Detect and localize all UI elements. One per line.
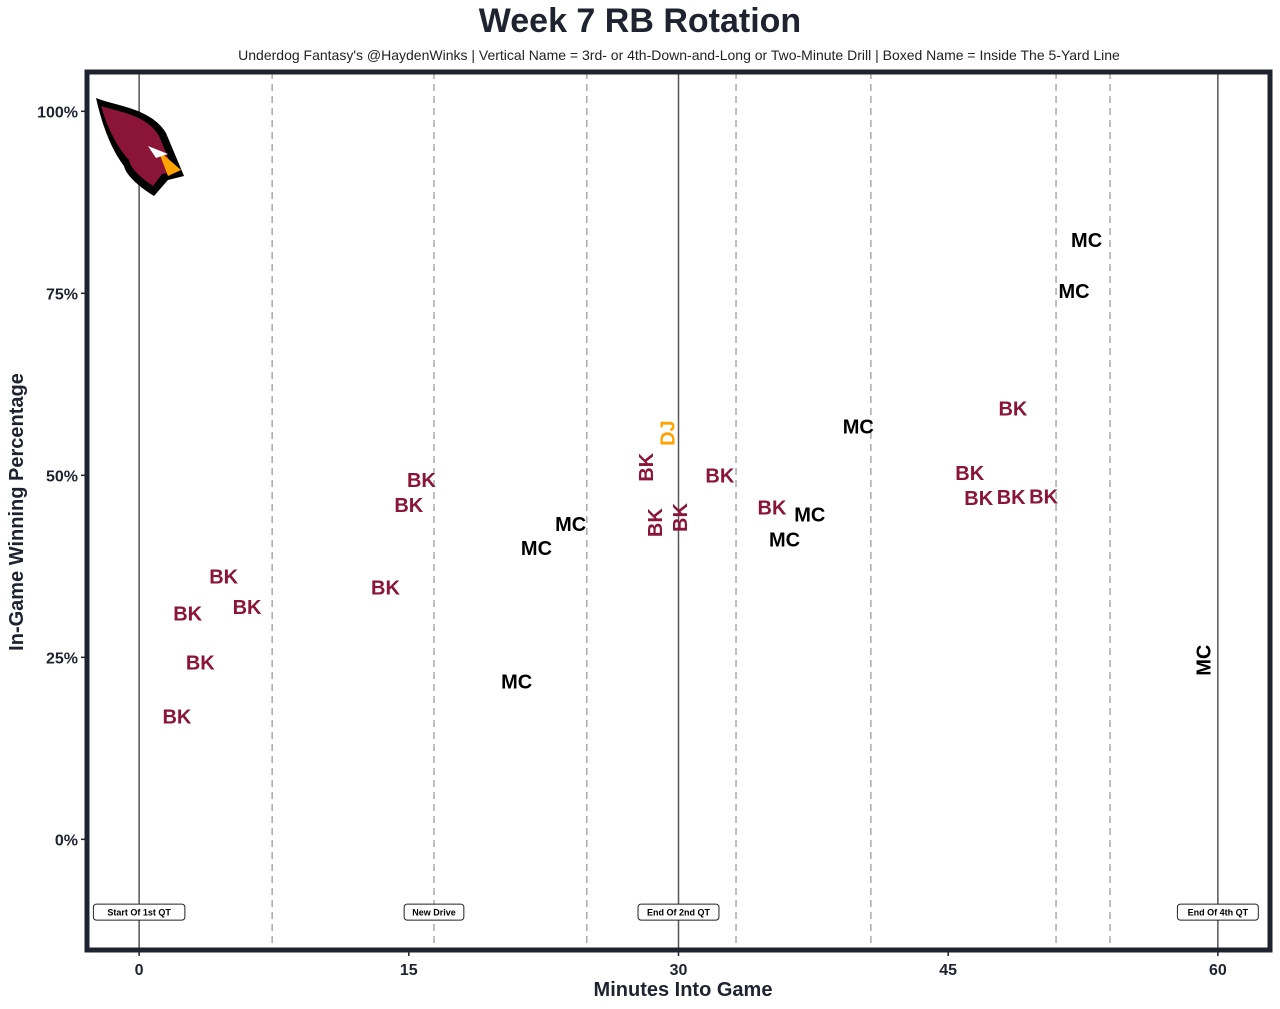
point-label-bk: BK — [670, 503, 692, 532]
point-label-group: BK — [371, 577, 400, 599]
point-label-mc: MC — [501, 671, 532, 693]
x-tick-label: 30 — [670, 962, 688, 979]
annotation-box — [403, 903, 465, 921]
point-label-bk: BK — [209, 567, 238, 589]
point-label-dj: DJ — [658, 420, 680, 446]
point-label-group: DJ — [658, 420, 680, 446]
point-label-group: BK — [705, 465, 734, 487]
y-axis-label: In-Game Winning Percentage — [6, 373, 28, 651]
x-tick-label: 45 — [939, 962, 957, 979]
y-tick-label: 25% — [46, 650, 78, 667]
point-label-group: BK — [233, 597, 262, 619]
point-label-group: BK — [173, 604, 202, 626]
point-label-bk: BK — [645, 508, 667, 537]
point-label-group: BK — [209, 567, 238, 589]
annotation-label: End Of 2nd QT — [647, 908, 710, 918]
point-label-mc: MC — [843, 417, 874, 439]
point-label-bk: BK — [394, 495, 423, 517]
point-label-group: BK — [758, 497, 787, 519]
chart-title: Week 7 RB Rotation — [478, 2, 802, 40]
annotation-box — [1176, 903, 1259, 921]
point-label-group: BK — [1029, 486, 1058, 508]
point-label-bk: BK — [371, 577, 400, 599]
point-label-group: MC — [769, 529, 800, 551]
point-label-group: MC — [501, 671, 532, 693]
point-label-group: MC — [555, 514, 586, 536]
point-label-group: MC — [521, 538, 552, 560]
point-label-group: BK — [636, 452, 658, 481]
point-label-bk: BK — [636, 452, 658, 481]
y-tick-label: 50% — [46, 468, 78, 485]
point-label-bk: BK — [997, 487, 1026, 509]
x-tick-label: 60 — [1209, 962, 1227, 979]
annotation-box — [637, 903, 720, 921]
point-label-group: BK — [394, 495, 423, 517]
point-label-group: BK — [955, 463, 984, 485]
point-label-group: BK — [162, 706, 191, 728]
plot-frame — [84, 69, 1273, 953]
point-label-bk: BK — [407, 470, 436, 492]
point-label-mc: MC — [1058, 281, 1089, 303]
point-label-group: BK — [645, 508, 667, 537]
x-tick-label: 15 — [400, 962, 418, 979]
point-label-bk: BK — [705, 465, 734, 487]
point-label-bk: BK — [173, 604, 202, 626]
y-tick-label: 75% — [46, 286, 78, 303]
point-label-bk: BK — [758, 497, 787, 519]
point-label-mc: MC — [521, 538, 552, 560]
y-tick-label: 0% — [55, 832, 78, 849]
annotation-box — [92, 903, 186, 921]
point-label-mc: MC — [1071, 230, 1102, 252]
point-label-bk: BK — [233, 597, 262, 619]
point-label-bk: BK — [998, 398, 1027, 420]
cardinals-logo — [96, 98, 184, 196]
point-label-group: MC — [1193, 645, 1215, 676]
x-tick-label: 0 — [135, 962, 144, 979]
point-label-mc: MC — [1193, 645, 1215, 676]
point-label-group: MC — [843, 417, 874, 439]
annotation-label: New Drive — [412, 908, 456, 918]
point-label-group: MC — [1058, 281, 1089, 303]
x-axis-label: Minutes Into Game — [594, 979, 773, 1001]
y-tick-label: 100% — [37, 104, 78, 121]
point-label-bk: BK — [955, 463, 984, 485]
point-label-group: BK — [670, 503, 692, 532]
point-label-group: MC — [1071, 230, 1102, 252]
point-label-group: BK — [997, 487, 1026, 509]
point-label-bk: BK — [1029, 486, 1058, 508]
point-label-mc: MC — [794, 504, 825, 526]
point-label-mc: MC — [555, 514, 586, 536]
annotation-label: End Of 4th QT — [1188, 908, 1249, 918]
point-label-group: BK — [186, 652, 215, 674]
point-label-group: MC — [794, 504, 825, 526]
point-label-bk: BK — [964, 488, 993, 510]
point-label-mc: MC — [769, 529, 800, 551]
point-label-group: BK — [998, 398, 1027, 420]
point-label-group: BK — [407, 470, 436, 492]
chart-subtitle: Underdog Fantasy's @HaydenWinks | Vertic… — [238, 47, 1120, 63]
point-label-bk: BK — [162, 706, 191, 728]
annotation-label: Start Of 1st QT — [107, 908, 171, 918]
point-label-group: BK — [964, 488, 993, 510]
point-label-bk: BK — [186, 652, 215, 674]
